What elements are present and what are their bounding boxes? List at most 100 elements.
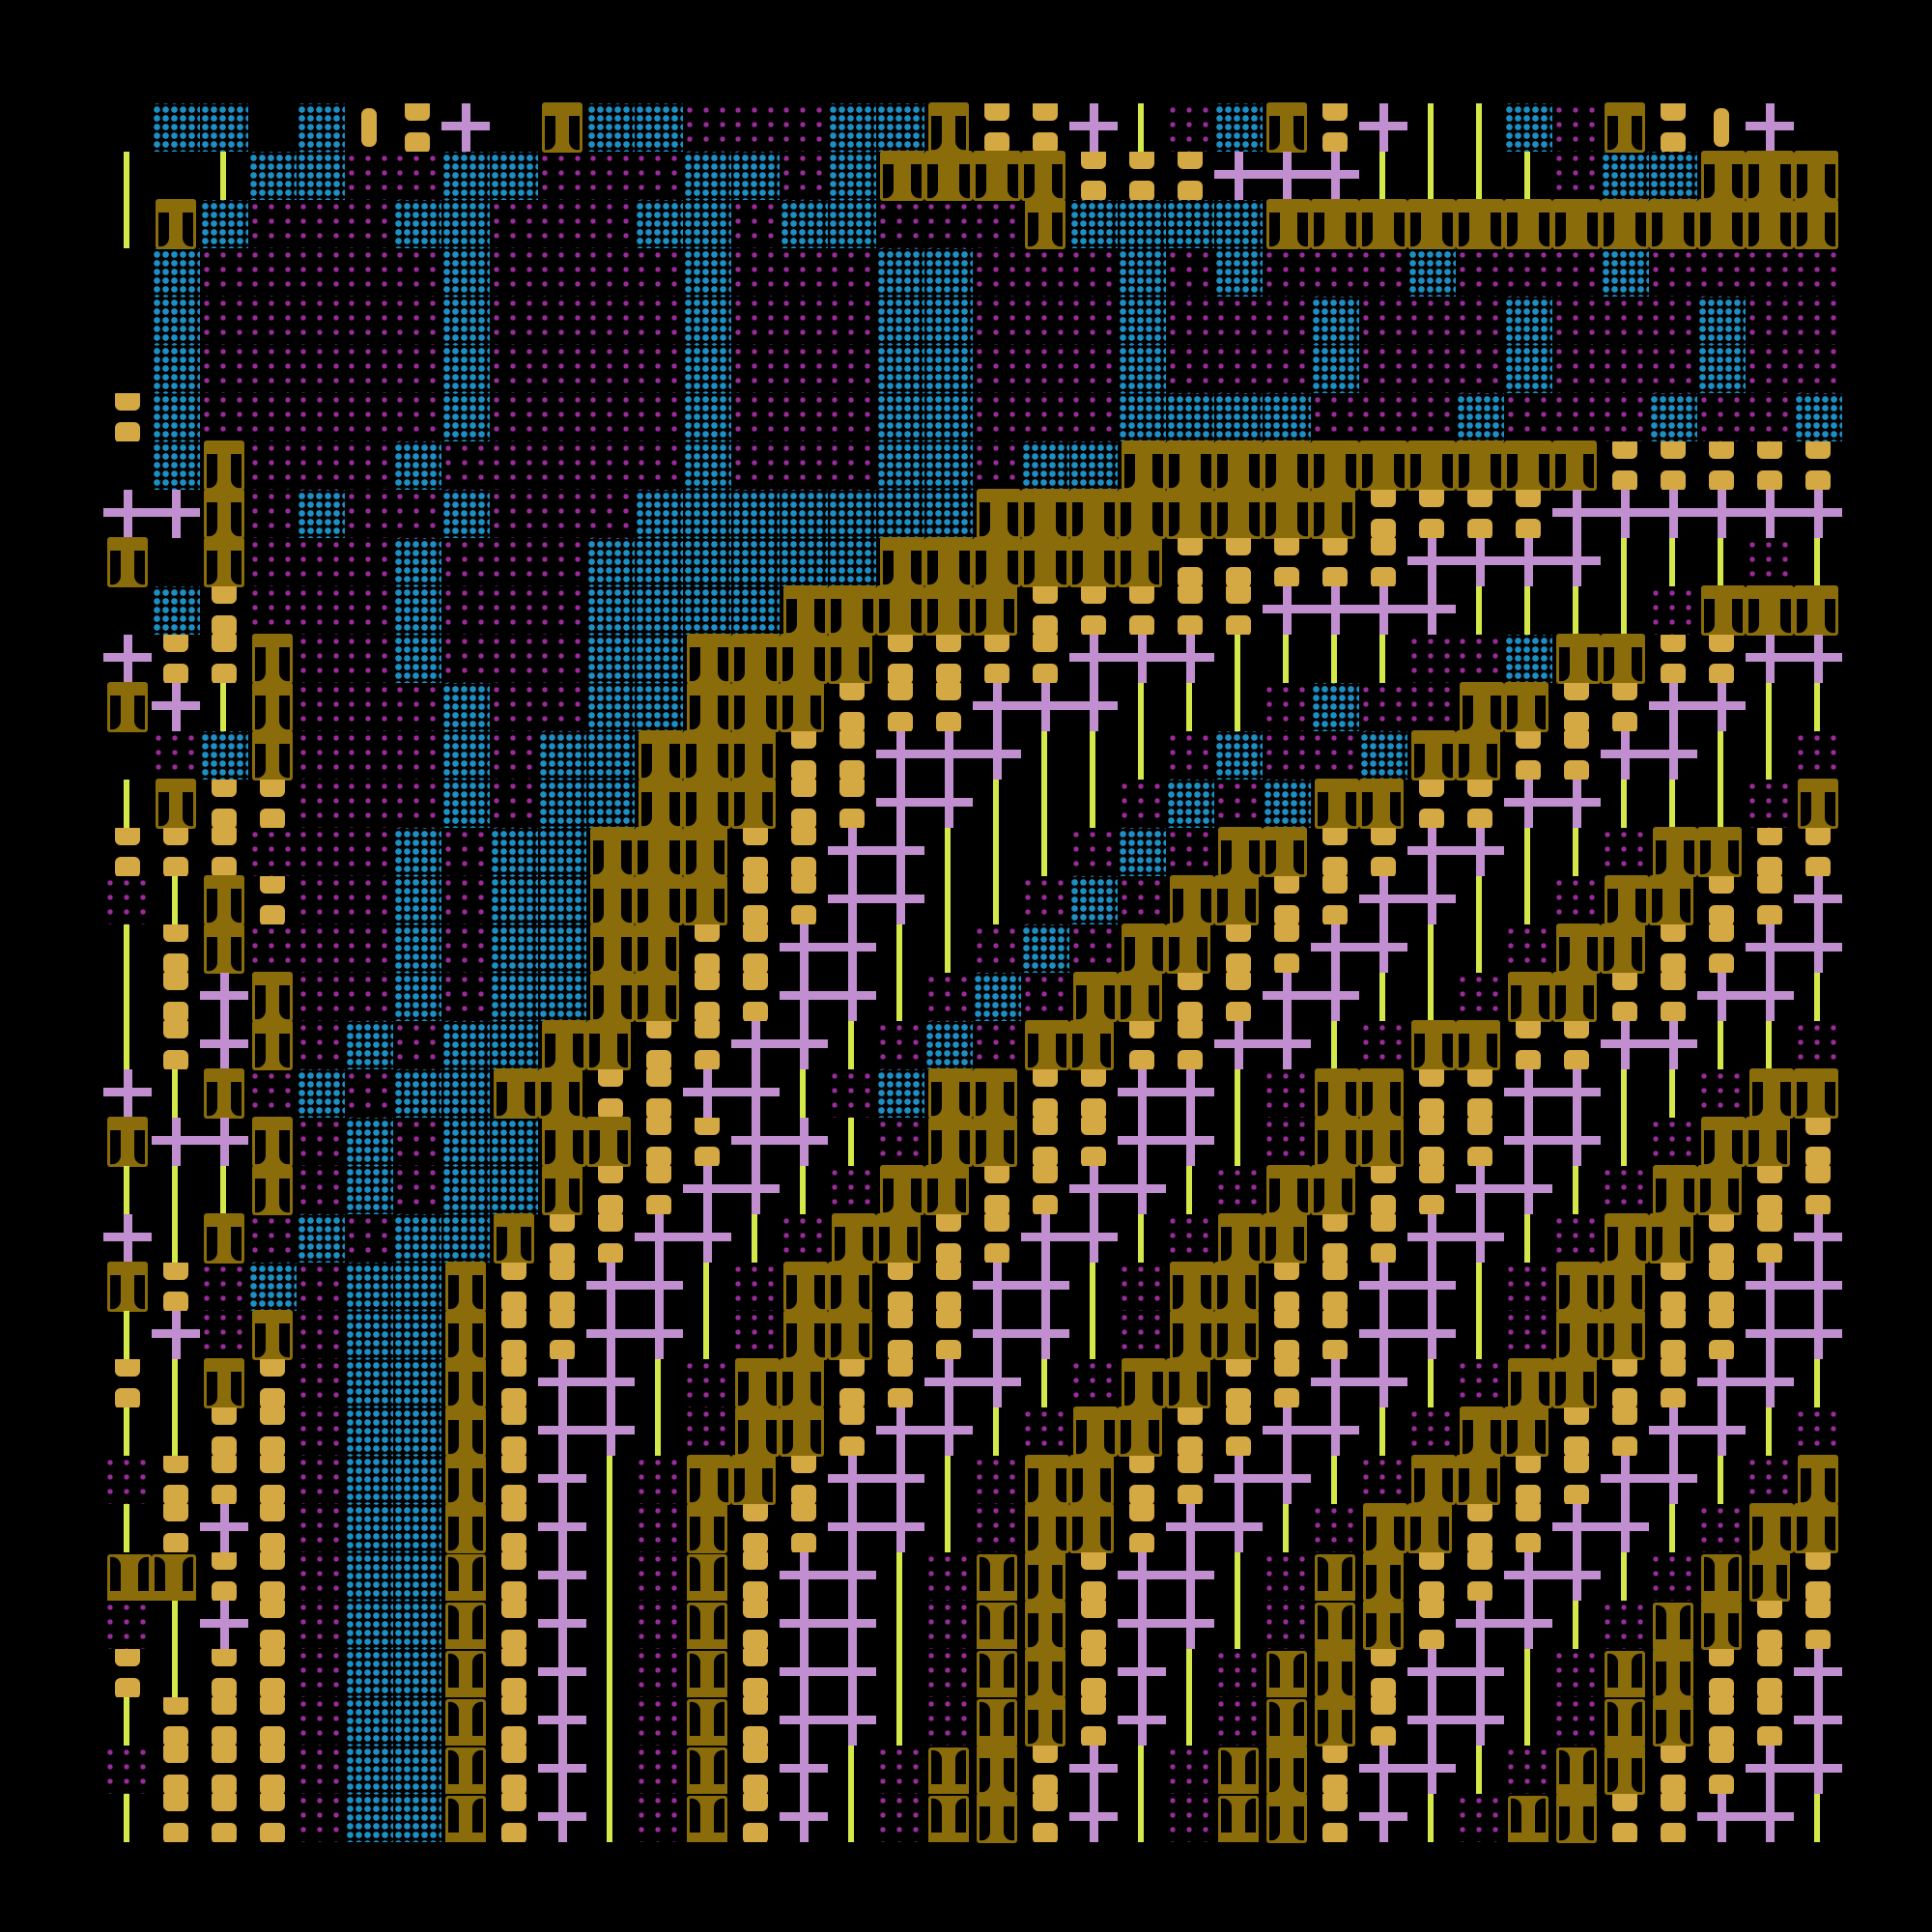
chartreuse-rule-icon <box>103 1697 152 1746</box>
serif-tee-icon <box>731 1406 780 1457</box>
dense-dot-field-icon <box>683 490 731 538</box>
sparse-dot-field-icon <box>828 441 876 490</box>
lilac-plus-icon <box>876 1456 924 1504</box>
gold-colon-icon <box>731 1746 780 1794</box>
serif-tee-icon <box>200 1213 248 1264</box>
sparse-dot-field-icon <box>248 586 297 635</box>
lilac-plus-icon <box>1407 1214 1456 1263</box>
dense-dot-field-icon <box>345 1649 393 1697</box>
serif-tee-icon <box>1649 1696 1697 1747</box>
sparse-dot-field-icon <box>1601 1166 1649 1214</box>
serif-tee-icon <box>200 923 248 974</box>
serif-tee-icon <box>1746 199 1794 249</box>
sparse-dot-field-icon <box>1552 152 1601 200</box>
lilac-plus-icon <box>780 1601 828 1649</box>
sparse-dot-field-icon <box>297 876 345 924</box>
sparse-dot-field-icon <box>1746 248 1794 297</box>
gold-colon-icon <box>152 973 200 1021</box>
lilac-plus-icon <box>1746 490 1794 538</box>
gold-colon-icon <box>1456 780 1504 828</box>
sparse-dot-field-icon <box>1359 1456 1407 1504</box>
empty-cell <box>103 731 152 780</box>
serif-tee-icon <box>1601 102 1649 153</box>
chartreuse-rule-icon <box>1746 1021 1794 1069</box>
gold-colon-icon <box>1407 780 1456 828</box>
chartreuse-rule-icon <box>780 1069 828 1118</box>
serif-tee-icon <box>973 1068 1021 1119</box>
lilac-plus-icon <box>635 1214 683 1263</box>
sparse-dot-field-icon <box>248 441 297 490</box>
sparse-dot-field-icon <box>490 731 538 780</box>
chartreuse-rule-icon <box>1407 1359 1456 1407</box>
serif-tee-icon <box>1746 585 1794 636</box>
sparse-dot-field-icon <box>1311 248 1359 297</box>
dense-dot-field-icon <box>490 924 538 973</box>
sparse-dot-field-icon <box>297 1118 345 1166</box>
chartreuse-rule-icon <box>1746 683 1794 731</box>
sparse-dot-field-icon <box>1794 731 1842 780</box>
sparse-dot-field-icon <box>1021 876 1069 924</box>
lilac-plus-icon <box>152 683 200 731</box>
chartreuse-rule-icon <box>1311 1021 1359 1069</box>
sparse-dot-field-icon <box>828 345 876 393</box>
sparse-dot-field-icon <box>1021 297 1069 345</box>
dense-dot-field-icon <box>876 441 924 490</box>
lilac-plus-icon <box>1118 1118 1166 1166</box>
sparse-dot-field-icon <box>1407 1407 1456 1456</box>
sparse-dot-field-icon <box>973 1456 1021 1504</box>
gold-colon-icon <box>828 1359 876 1407</box>
serif-tee-icon <box>973 585 1021 636</box>
lilac-plus-icon <box>1601 490 1649 538</box>
serif-tee-icon <box>1697 1117 1746 1167</box>
dense-dot-field-icon <box>586 103 635 152</box>
serif-tee-icon <box>1166 923 1214 974</box>
chartreuse-rule-icon <box>1214 683 1263 731</box>
lilac-plus-icon <box>1552 1552 1601 1601</box>
gold-colon-icon <box>200 1649 248 1697</box>
sparse-dot-field-icon <box>973 393 1021 441</box>
gold-colon-icon <box>1746 1166 1794 1214</box>
sparse-dot-field-icon <box>297 393 345 441</box>
gold-colon-icon <box>248 1359 297 1407</box>
dense-dot-field-icon <box>1118 297 1166 345</box>
lilac-plus-icon <box>1407 828 1456 876</box>
serif-tee-icon <box>973 1793 1021 1843</box>
serif-tee-inverted-icon <box>1552 1746 1601 1794</box>
lilac-plus-icon <box>538 1456 586 1504</box>
gold-colon-icon <box>1504 1504 1552 1552</box>
lilac-plus-icon <box>538 1359 586 1407</box>
lilac-plus-icon <box>1021 683 1069 731</box>
sparse-dot-field-icon <box>924 973 973 1021</box>
chartreuse-rule-icon <box>586 1456 635 1504</box>
sparse-dot-field-icon <box>345 828 393 876</box>
sparse-dot-field-icon <box>538 297 586 345</box>
chartreuse-rule-icon <box>924 1504 973 1552</box>
sparse-dot-field-icon <box>924 1601 973 1649</box>
dense-dot-field-icon <box>1697 345 1746 393</box>
lilac-plus-icon <box>1069 1214 1118 1263</box>
sparse-dot-field-icon <box>1166 731 1214 780</box>
chartreuse-rule-icon <box>1697 1021 1746 1069</box>
sparse-dot-field-icon <box>490 683 538 731</box>
sparse-dot-field-icon <box>490 345 538 393</box>
chartreuse-rule-icon <box>103 1407 152 1456</box>
dense-dot-field-icon <box>393 1504 441 1552</box>
lilac-plus-icon <box>876 828 924 876</box>
sparse-dot-field-icon <box>393 731 441 780</box>
sparse-dot-field-icon <box>393 490 441 538</box>
chartreuse-rule-icon <box>1069 780 1118 828</box>
serif-tee-inverted-icon <box>1263 1697 1311 1746</box>
gold-colon-icon <box>1311 103 1359 152</box>
gold-colon-icon <box>683 924 731 973</box>
lilac-plus-icon <box>780 1021 828 1069</box>
gold-colon-icon <box>876 1263 924 1311</box>
dense-dot-field-icon <box>1118 828 1166 876</box>
serif-tee-icon <box>1697 827 1746 877</box>
lilac-plus-icon <box>1359 924 1407 973</box>
lilac-plus-icon <box>1504 1166 1552 1214</box>
chartreuse-rule-icon <box>1118 1214 1166 1263</box>
gold-colon-icon <box>248 1697 297 1746</box>
sparse-dot-field-icon <box>683 1359 731 1407</box>
serif-tee-icon <box>1021 1648 1069 1698</box>
sparse-dot-field-icon <box>345 200 393 248</box>
